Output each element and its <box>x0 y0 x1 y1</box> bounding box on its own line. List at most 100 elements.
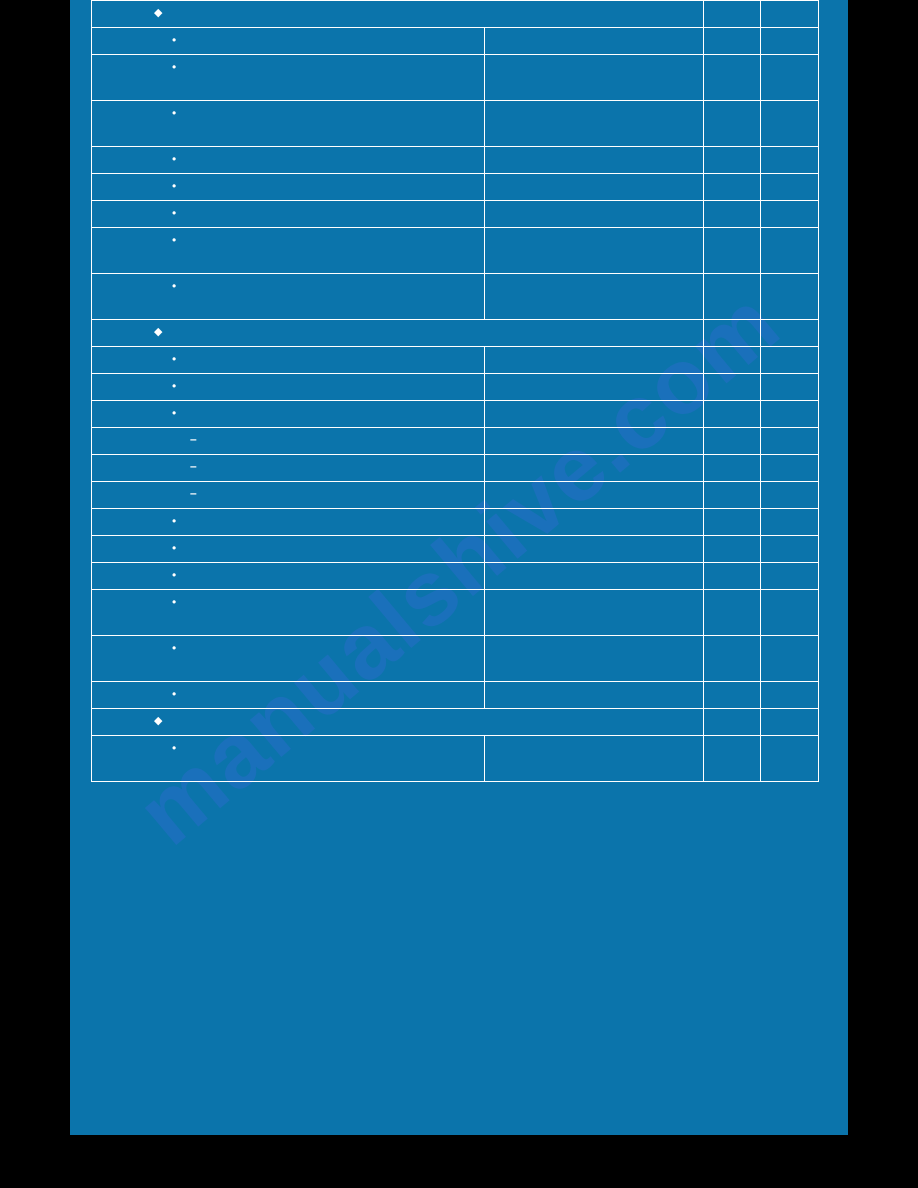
row-label <box>100 207 478 221</box>
bullet-icon: • <box>172 107 176 119</box>
cell-col3 <box>704 201 761 228</box>
cell-col3 <box>704 1 761 28</box>
cell-value <box>485 101 704 147</box>
cell-col4 <box>761 736 819 782</box>
cell-col4 <box>761 509 819 536</box>
bullet-icon: • <box>172 353 176 365</box>
cell-value <box>485 228 704 274</box>
cell-value <box>485 55 704 101</box>
cell-col4 <box>761 101 819 147</box>
bullet-icon: • <box>172 234 176 246</box>
cell-col4 <box>761 536 819 563</box>
row-label <box>100 107 478 121</box>
cell-value <box>485 590 704 636</box>
cell-value <box>485 536 704 563</box>
cell-col3 <box>704 101 761 147</box>
cell-value <box>485 174 704 201</box>
cell-description: • <box>92 28 485 55</box>
row-label <box>100 407 478 421</box>
bullet-icon: • <box>172 596 176 608</box>
cell-value <box>485 374 704 401</box>
cell-col3 <box>704 228 761 274</box>
cell-col4 <box>761 1 819 28</box>
cell-description: • <box>92 201 485 228</box>
cell-col3 <box>704 736 761 782</box>
cell-description: • <box>92 536 485 563</box>
cell-col3 <box>704 174 761 201</box>
table-row: ◆ <box>92 709 819 736</box>
table-row: • <box>92 590 819 636</box>
cell-value <box>485 563 704 590</box>
document-page: manualshive.com ◆••••••••◆•••–––••••••◆• <box>70 0 848 1135</box>
cell-col4 <box>761 428 819 455</box>
table-row: – <box>92 455 819 482</box>
bullet-icon: • <box>172 407 176 419</box>
cell-value <box>485 455 704 482</box>
table-row: – <box>92 482 819 509</box>
bullet-icon: • <box>172 642 176 654</box>
cell-col4 <box>761 590 819 636</box>
cell-description: • <box>92 736 485 782</box>
bullet-icon: • <box>172 742 176 754</box>
cell-col3 <box>704 28 761 55</box>
cell-col3 <box>704 590 761 636</box>
cell-description: – <box>92 428 485 455</box>
bullet-icon: • <box>172 61 176 73</box>
table-row: • <box>92 563 819 590</box>
cell-col3 <box>704 536 761 563</box>
table-row: – <box>92 428 819 455</box>
cell-value <box>485 636 704 682</box>
bullet-icon: • <box>172 153 176 165</box>
cell-description: • <box>92 590 485 636</box>
cell-col3 <box>704 347 761 374</box>
row-label <box>100 461 478 475</box>
row-label <box>100 61 478 75</box>
cell-description: • <box>92 147 485 174</box>
cell-value <box>485 347 704 374</box>
cell-description: • <box>92 682 485 709</box>
table-row: ◆ <box>92 320 819 347</box>
table-row: • <box>92 401 819 428</box>
bullet-icon: • <box>172 380 176 392</box>
cell-col4 <box>761 563 819 590</box>
cell-value <box>485 482 704 509</box>
bullet-icon: • <box>172 180 176 192</box>
row-label <box>100 569 478 583</box>
cell-description: • <box>92 401 485 428</box>
cell-description: • <box>92 101 485 147</box>
row-label <box>100 7 697 21</box>
cell-col4 <box>761 455 819 482</box>
cell-col4 <box>761 347 819 374</box>
cell-col4 <box>761 401 819 428</box>
row-label <box>100 34 478 48</box>
table-row: • <box>92 736 819 782</box>
cell-description: • <box>92 563 485 590</box>
spec-table-body: ◆••••••••◆•••–––••••••◆• <box>92 1 819 782</box>
table-row: • <box>92 682 819 709</box>
cell-col4 <box>761 709 819 736</box>
cell-col3 <box>704 374 761 401</box>
row-label <box>100 280 478 294</box>
cell-col3 <box>704 455 761 482</box>
cell-col4 <box>761 147 819 174</box>
cell-description: • <box>92 174 485 201</box>
spec-table: ◆••••••••◆•••–––••••••◆• <box>91 0 819 782</box>
cell-col4 <box>761 374 819 401</box>
row-label <box>100 153 478 167</box>
table-row: • <box>92 28 819 55</box>
table-row: • <box>92 347 819 374</box>
row-label <box>100 326 697 340</box>
cell-value <box>485 509 704 536</box>
cell-value <box>485 736 704 782</box>
dash-icon: – <box>190 487 197 499</box>
bullet-icon: • <box>172 207 176 219</box>
table-row: • <box>92 536 819 563</box>
table-row: • <box>92 174 819 201</box>
cell-description: • <box>92 55 485 101</box>
table-row: • <box>92 274 819 320</box>
diamond-icon: ◆ <box>154 8 162 19</box>
cell-col3 <box>704 636 761 682</box>
cell-description: – <box>92 482 485 509</box>
row-label <box>100 715 697 729</box>
cell-value <box>485 147 704 174</box>
